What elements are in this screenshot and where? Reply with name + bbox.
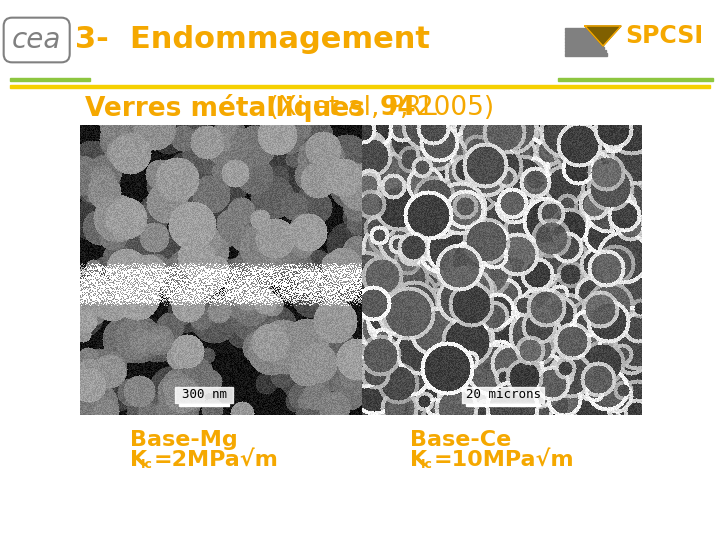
Bar bbox=[565, 28, 595, 30]
Text: 94: 94 bbox=[380, 95, 417, 121]
Bar bbox=[175, 387, 233, 403]
Text: Verres métalliques: Verres métalliques bbox=[85, 94, 365, 122]
Bar bbox=[466, 404, 540, 406]
Text: Base-Ce: Base-Ce bbox=[410, 430, 511, 450]
Bar bbox=[565, 31, 596, 33]
Text: =2MPa√m: =2MPa√m bbox=[154, 450, 279, 470]
Bar bbox=[565, 34, 598, 36]
Text: 3-  Endommagement: 3- Endommagement bbox=[75, 25, 430, 55]
Text: =10MPa√m: =10MPa√m bbox=[434, 450, 575, 470]
Bar bbox=[565, 50, 606, 52]
Text: Base-Mg: Base-Mg bbox=[130, 430, 238, 450]
Text: 300 nm: 300 nm bbox=[181, 388, 227, 401]
Bar bbox=[565, 40, 601, 43]
Bar bbox=[565, 37, 600, 39]
Bar bbox=[462, 387, 544, 403]
Text: K: K bbox=[410, 450, 427, 470]
Bar bbox=[565, 47, 604, 49]
Bar bbox=[10, 78, 90, 81]
Text: K: K bbox=[130, 450, 147, 470]
Text: SPCSI: SPCSI bbox=[625, 24, 703, 48]
Text: , 2005): , 2005) bbox=[400, 95, 494, 121]
Bar bbox=[10, 85, 710, 88]
Text: Ic: Ic bbox=[141, 458, 153, 471]
Bar bbox=[565, 53, 607, 56]
Bar bbox=[565, 44, 603, 46]
Polygon shape bbox=[585, 26, 621, 46]
Text: 20 microns: 20 microns bbox=[466, 388, 541, 401]
Text: cea: cea bbox=[12, 26, 61, 54]
Text: (Xi et al, PRL: (Xi et al, PRL bbox=[260, 95, 445, 121]
Text: Ic: Ic bbox=[421, 458, 433, 471]
Bar bbox=[558, 78, 713, 81]
Bar bbox=[179, 404, 229, 406]
